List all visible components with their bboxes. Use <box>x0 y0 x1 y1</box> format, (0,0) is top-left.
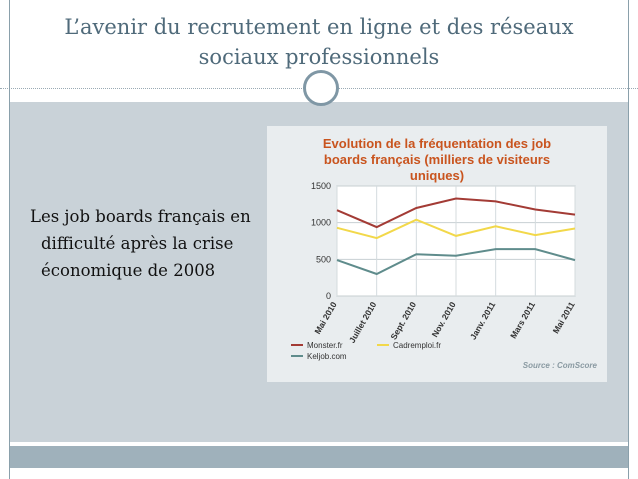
series-line <box>336 197 576 229</box>
y-tick-label: 1000 <box>311 218 331 228</box>
y-tick-label: 1500 <box>311 181 331 191</box>
slide-title-line-1: L’avenir du recrutement en ligne et des … <box>64 15 574 39</box>
chart-title-line: Evolution de la fréquentation des job <box>323 136 551 151</box>
chart-title-line: uniques) <box>410 168 464 183</box>
chart-image: Evolution de la fréquentation des job boa… <box>267 126 607 382</box>
series-line <box>336 218 576 240</box>
x-tick-label: Sept. 2010 <box>388 300 418 342</box>
slide-title-line-2: sociaux professionnels <box>198 45 440 69</box>
legend-label: Keljob.com <box>307 352 347 361</box>
x-tick-label: Mai 2011 <box>551 300 577 336</box>
bullet-text: Les job boards français en difficulté ap… <box>30 207 251 280</box>
slide-title: L’avenir du recrutement en ligne et des … <box>30 12 608 72</box>
legend-label: Cadremploi.fr <box>393 341 441 350</box>
x-tick-label: Mai 2010 <box>312 300 339 336</box>
y-tick-label: 0 <box>326 291 331 301</box>
y-tick-label: 500 <box>316 254 331 264</box>
frame-left-border <box>9 0 10 479</box>
footer-bar <box>10 446 628 468</box>
x-tick-label: Nov. 2010 <box>430 300 458 339</box>
x-tick-label: Mars 2011 <box>508 300 537 340</box>
line-chart: Evolution de la fréquentation des jobboa… <box>291 136 598 370</box>
x-tick-label: Juillet 2010 <box>347 300 379 345</box>
frame-right-border <box>628 0 629 479</box>
legend-label: Monster.fr <box>307 341 343 350</box>
divider-circle-ornament <box>303 70 339 106</box>
x-tick-label: Janv. 2011 <box>468 300 498 342</box>
chart-source: Source : ComScore <box>523 361 598 370</box>
chart-title-line: boards français (milliers de visiteurs <box>324 152 550 167</box>
series-line <box>336 248 576 276</box>
